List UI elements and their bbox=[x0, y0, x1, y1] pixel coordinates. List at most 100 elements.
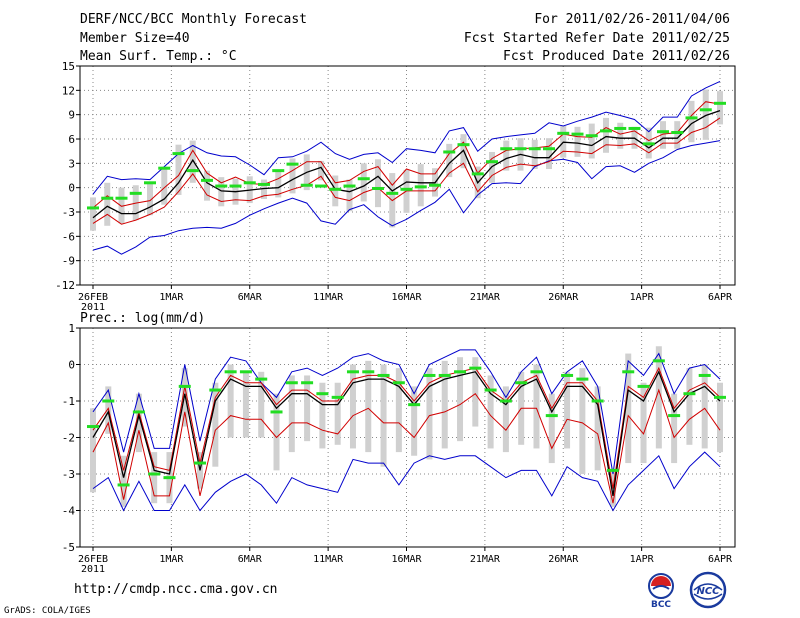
precipitation-median-mark bbox=[346, 370, 359, 374]
forecast-period: For 2011/02/26-2011/04/06 bbox=[534, 12, 730, 27]
temperature-box bbox=[275, 169, 282, 198]
temperature-ytick-label: -3 bbox=[62, 206, 75, 219]
precipitation-median-mark bbox=[285, 381, 298, 385]
precipitation-box bbox=[395, 368, 402, 453]
temperature-median-mark bbox=[158, 166, 171, 170]
temperature-median-mark bbox=[571, 132, 584, 136]
precipitation-ytick-label: 0 bbox=[68, 359, 75, 372]
temperature-box bbox=[161, 166, 168, 205]
temperature-frame bbox=[79, 65, 736, 286]
temperature-median-mark bbox=[144, 181, 156, 185]
temperature-box bbox=[688, 100, 695, 143]
precipitation-box bbox=[90, 408, 96, 493]
precipitation-median-mark bbox=[423, 373, 436, 377]
precipitation-year-label: 2011 bbox=[81, 564, 105, 575]
temperature-line-outer-upper bbox=[92, 80, 721, 195]
temperature-box bbox=[289, 158, 296, 194]
precipitation-box bbox=[120, 455, 127, 507]
temperature-median-mark bbox=[215, 184, 228, 188]
temperature-box bbox=[417, 164, 424, 207]
temperature-median-mark bbox=[172, 152, 185, 156]
bcc-logo-text: BCC bbox=[651, 600, 671, 610]
precipitation-median-mark bbox=[163, 476, 176, 480]
temperature-ytick-label: 12 bbox=[62, 84, 75, 97]
temperature-xtick-label: 26MAR bbox=[548, 292, 579, 303]
precipitation-xtick-label: 1MAR bbox=[159, 554, 184, 565]
precipitation-xtick-label: 6APR bbox=[708, 554, 733, 565]
precipitation-median-mark bbox=[668, 414, 681, 418]
temperature-median-mark bbox=[486, 160, 498, 164]
temperature-median-mark bbox=[258, 182, 270, 186]
temperature-box bbox=[175, 144, 182, 195]
precipitation-frame bbox=[79, 327, 736, 548]
precipitation-box bbox=[671, 393, 678, 464]
source-url[interactable]: http://cmdp.ncc.cma.gov.cn bbox=[74, 582, 278, 597]
precipitation-box bbox=[594, 386, 601, 471]
temperature-ytick-label: -6 bbox=[62, 230, 75, 243]
precipitation-ytick-label: -4 bbox=[62, 505, 76, 518]
temperature-box bbox=[674, 121, 681, 149]
temperature-median-mark bbox=[357, 177, 370, 181]
temperature-median-mark bbox=[457, 143, 470, 147]
bcc-logo: BCC bbox=[648, 573, 674, 610]
temperature-median-mark bbox=[628, 126, 641, 130]
temperature-median-mark bbox=[286, 162, 299, 166]
precipitation-box bbox=[625, 353, 632, 464]
precipitation-ytick-label: -1 bbox=[62, 395, 75, 408]
grads-credit: GrADS: COLA/IGES bbox=[4, 606, 91, 616]
precipitation-median-mark bbox=[148, 472, 161, 476]
temperature-median-mark bbox=[657, 130, 669, 134]
temperature-median-mark bbox=[115, 196, 128, 200]
precipitation-box bbox=[472, 357, 479, 427]
temperature-box bbox=[660, 121, 666, 149]
member-size-label: Member Size=40 bbox=[80, 31, 190, 46]
temperature-median-mark bbox=[243, 181, 256, 185]
precipitation-box bbox=[640, 382, 647, 464]
temperature-xtick-label: 16MAR bbox=[391, 292, 422, 303]
temperature-median-mark bbox=[543, 147, 555, 151]
temperature-median-mark bbox=[186, 169, 199, 173]
temperature-median-mark bbox=[614, 126, 627, 130]
precipitation-median-mark bbox=[224, 370, 237, 374]
temperature-median-mark bbox=[471, 172, 484, 176]
temperature-box bbox=[375, 159, 381, 208]
precipitation-median-mark bbox=[576, 377, 589, 381]
temperature-box bbox=[531, 139, 538, 170]
temperature-box bbox=[346, 179, 353, 212]
temperature-box bbox=[603, 117, 609, 153]
precipitation-box bbox=[717, 382, 723, 453]
precipitation-median-mark bbox=[408, 403, 421, 407]
precipitation-xtick-label: 26MAR bbox=[548, 554, 579, 565]
temperature-box bbox=[546, 138, 552, 170]
chart-title: DERF/NCC/BCC Monthly Forecast bbox=[80, 12, 307, 27]
temperature-median-mark bbox=[101, 196, 114, 200]
precipitation-xtick-label: 21MAR bbox=[470, 554, 501, 565]
temperature-box bbox=[147, 181, 153, 216]
precipitation-median-mark bbox=[714, 395, 726, 399]
precipitation-box bbox=[334, 382, 341, 445]
precipitation-box bbox=[273, 393, 280, 471]
precipitation-median-mark bbox=[591, 399, 604, 403]
precipitation-box bbox=[349, 364, 356, 449]
precipitation-box bbox=[212, 382, 219, 467]
temperature-median-mark bbox=[272, 169, 285, 173]
precipitation-median-mark bbox=[683, 392, 696, 396]
temperature-box bbox=[717, 91, 723, 125]
temperature-median-mark bbox=[671, 131, 684, 135]
precipitation-ytick-label: -3 bbox=[62, 468, 75, 481]
temperature-median-mark bbox=[315, 184, 327, 188]
precipitation-box bbox=[533, 364, 540, 449]
precipitation-median-mark bbox=[239, 370, 252, 374]
temperature-ytick-label: -9 bbox=[62, 255, 75, 268]
precipitation-box bbox=[487, 375, 494, 449]
temperature-box bbox=[360, 163, 367, 202]
temperature-xtick-label: 1MAR bbox=[159, 292, 184, 303]
precipitation-box bbox=[457, 357, 464, 442]
temperature-median-mark bbox=[229, 184, 242, 188]
precipitation-median-mark bbox=[652, 359, 665, 363]
precipitation-xtick-label: 26FEB bbox=[78, 554, 108, 565]
temperature-box bbox=[617, 122, 624, 149]
precipitation-box bbox=[579, 368, 586, 474]
precipitation-box bbox=[135, 393, 142, 453]
